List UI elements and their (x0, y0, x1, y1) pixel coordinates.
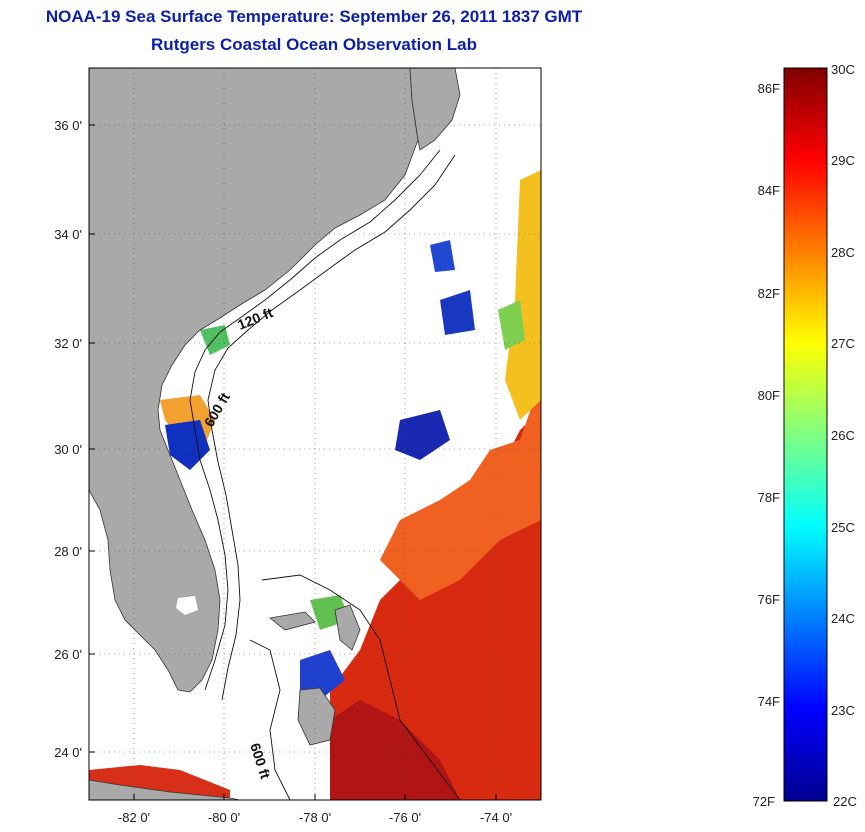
carolina-outer-banks (409, 68, 461, 151)
grand-bahama (269, 611, 316, 631)
cb-label-80f: 80F (758, 388, 780, 403)
xtick-label-2: -78 0' (299, 810, 331, 825)
cb-label-29c: 29C (831, 153, 855, 168)
sst-patch-orange (380, 380, 541, 600)
cb-label-28c: 28C (831, 245, 855, 260)
sst-patch-bahamas-blue (300, 650, 345, 700)
map-title: NOAA-19 Sea Surface Temperature: Septemb… (45, 7, 583, 26)
x-tick-labels: -82 0' -80 0' -78 0' -76 0' -74 0' (118, 810, 512, 825)
ytick-label-36: 36 0' (54, 118, 82, 133)
contour-600ft (207, 154, 456, 701)
sst-patch-darkred (330, 700, 460, 800)
cb-label-23c: 23C (831, 703, 855, 718)
contour-bahamas-inner (249, 639, 291, 800)
xtick-label-0: -82 0' (118, 810, 150, 825)
cb-label-78f: 78F (758, 490, 780, 505)
cb-label-84f: 84F (758, 183, 780, 198)
sst-patch-blue-scatter-3 (430, 240, 455, 272)
colorbar-celsius-labels: 30C 29C 28C 27C 26C 25C 24C 23C 22C (831, 62, 857, 809)
ytick-label-28: 28 0' (54, 544, 82, 559)
bathymetry-contours (189, 149, 461, 800)
andros-island (297, 687, 336, 746)
sst-patch-yellow-east (505, 170, 541, 420)
cb-label-27c: 27C (831, 336, 855, 351)
y-tick-labels: 24 0' 26 0' 28 0' 30 0' 32 0' 34 0' 36 0… (54, 118, 82, 760)
land-layer (89, 68, 461, 800)
contour-bahamas (261, 574, 461, 800)
ytick-label-34: 34 0' (54, 227, 82, 242)
lake-okeechobee (176, 596, 198, 615)
cb-label-82f: 82F (758, 286, 780, 301)
axis-ticks (89, 124, 497, 800)
cb-label-26c: 26C (831, 428, 855, 443)
cb-label-74f: 74F (758, 694, 780, 709)
cb-label-25c: 25C (831, 520, 855, 535)
colorbar-gradient (783, 67, 828, 802)
us-mainland (89, 68, 419, 693)
ytick-label-26: 26 0' (54, 647, 82, 662)
map-subtitle: Rutgers Coastal Ocean Observation Lab (151, 35, 477, 54)
graticule (89, 68, 541, 800)
xtick-label-4: -74 0' (480, 810, 512, 825)
ytick-label-30: 30 0' (54, 442, 82, 457)
xtick-label-1: -80 0' (208, 810, 240, 825)
xtick-label-3: -76 0' (389, 810, 421, 825)
map-panel: 120 ft 600 ft 600 ft -82 0' -80 0' -78 0… (54, 67, 542, 825)
sst-patch-green-east (498, 300, 525, 350)
cb-label-30c: 30C (831, 62, 855, 77)
cb-label-76f: 76F (758, 592, 780, 607)
colorbar: 30C 29C 28C 27C 26C 25C 24C 23C 22C 86F … (753, 62, 857, 809)
cuba-coast (89, 779, 241, 800)
sst-patch-blue-scatter-1 (395, 410, 450, 460)
contour-120ft (189, 149, 441, 691)
cb-label-24c: 24C (831, 611, 855, 626)
cb-label-86f: 86F (758, 81, 780, 96)
colorbar-fahrenheit-labels: 86F 84F 82F 80F 78F 76F 74F 72F (753, 81, 780, 809)
ytick-label-32: 32 0' (54, 336, 82, 351)
abaco-island (334, 604, 361, 651)
cb-label-72f: 72F (753, 794, 775, 809)
sst-patch-blue-scatter-2 (440, 290, 475, 335)
sst-patch-florida-blue (165, 420, 210, 470)
ytick-label-24: 24 0' (54, 745, 82, 760)
cb-label-22c: 22C (833, 794, 857, 809)
